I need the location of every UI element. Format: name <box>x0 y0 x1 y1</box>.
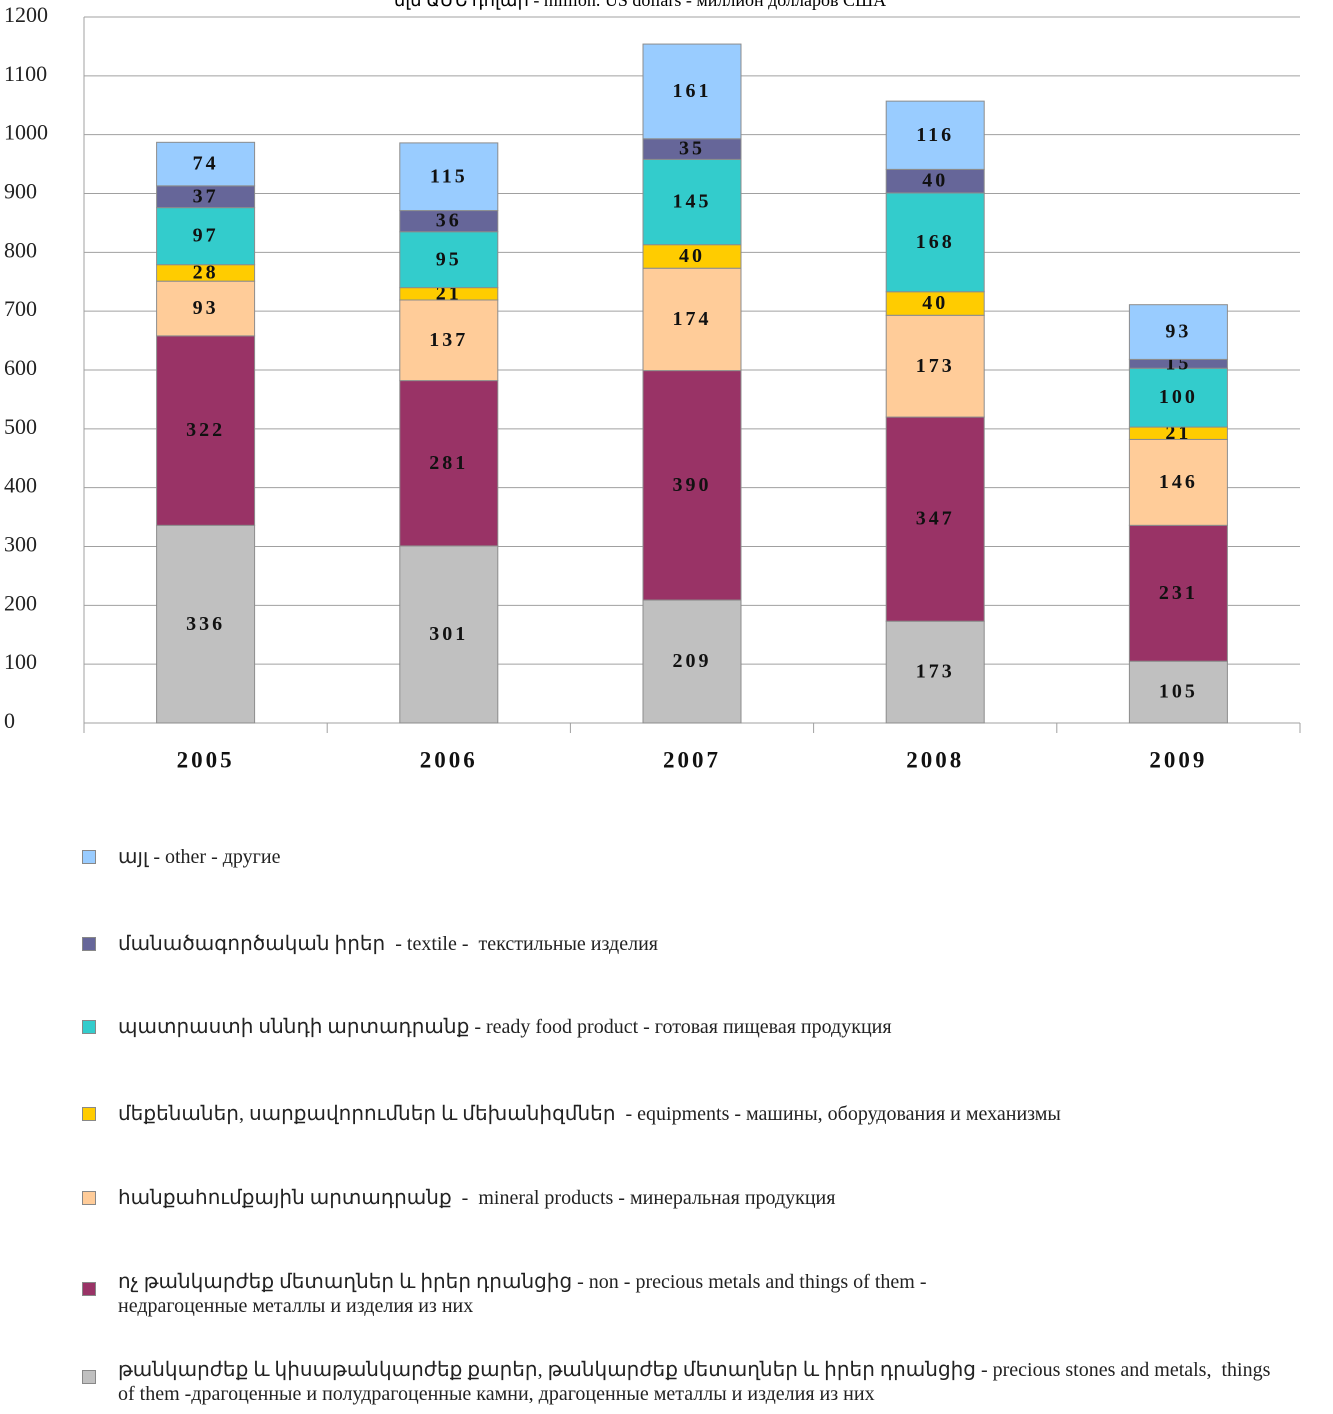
bar-segment <box>399 380 499 547</box>
value-label: 347 <box>916 508 955 530</box>
bar-segment <box>156 524 256 724</box>
legend-marker <box>82 1191 96 1205</box>
value-label: 390 <box>673 474 712 496</box>
legend-label: պատրաստի սննդի արտադրանք - ready food pr… <box>118 1016 892 1038</box>
x-tick-label: 2006 <box>420 747 478 772</box>
value-label: 173 <box>916 355 955 377</box>
value-label: 145 <box>673 191 712 213</box>
value-label: 93 <box>1165 321 1191 343</box>
bar-segment <box>642 267 742 372</box>
value-label: 161 <box>673 80 712 102</box>
y-tick-label: 800 <box>4 237 37 262</box>
y-tick-label: 900 <box>4 179 37 204</box>
bar-segment <box>156 141 256 187</box>
value-label: 146 <box>1159 471 1198 493</box>
legend-marker <box>82 937 96 951</box>
value-label: 281 <box>429 452 468 474</box>
value-label: 173 <box>916 661 955 683</box>
bar-segment <box>642 370 742 601</box>
value-label: 97 <box>193 225 219 247</box>
value-label: 28 <box>193 262 219 284</box>
bar-segment <box>1128 438 1228 526</box>
y-tick-label: 300 <box>4 532 37 557</box>
legend-marker <box>82 1370 96 1384</box>
legend-label: հանքահումքային արտադրանք - mineral produ… <box>118 1187 836 1209</box>
value-label: 40 <box>922 170 948 192</box>
y-tick-label: 500 <box>4 414 37 439</box>
value-label: 74 <box>193 153 219 175</box>
value-label: 95 <box>436 248 462 270</box>
y-tick-label: 0 <box>4 708 15 733</box>
legend-label: մեքենաներ, սարքավորումներ և մեխանիզմներ … <box>118 1103 1061 1125</box>
bar-segment <box>885 192 985 293</box>
value-label: 35 <box>679 138 705 160</box>
bar-segment <box>156 335 256 526</box>
value-label: 301 <box>429 623 468 645</box>
y-tick-label: 400 <box>4 473 37 498</box>
legend-label: այլ - other - другие <box>118 846 281 868</box>
legend-marker <box>82 1107 96 1121</box>
value-label: 231 <box>1159 582 1198 604</box>
bar-segment <box>642 43 742 140</box>
legend-marker <box>82 850 96 864</box>
bar-segment <box>885 620 985 724</box>
y-tick-label: 1000 <box>4 120 48 145</box>
value-label: 93 <box>193 297 219 319</box>
x-tick-label: 2007 <box>663 747 721 772</box>
value-label: 168 <box>916 231 955 253</box>
bar-segment <box>1128 304 1228 360</box>
x-tick-label: 2005 <box>177 747 235 772</box>
bar-segment <box>156 280 256 337</box>
bar-segment <box>885 314 985 418</box>
value-label: 209 <box>673 650 712 672</box>
value-label: 100 <box>1159 386 1198 408</box>
x-tick-label: 2008 <box>906 747 964 772</box>
value-label: 115 <box>430 165 468 187</box>
bar-segment <box>399 545 499 724</box>
legend-marker <box>82 1282 96 1296</box>
legend-label: թանկարժեք և կիսաթանկարժեք քարեր, թանկարժ… <box>118 1359 1271 1405</box>
bar-segment <box>399 231 499 289</box>
bar-segment <box>642 599 742 724</box>
chart: մլն ԱՄՆ դոլար - million. US dollars - ми… <box>4 0 1301 772</box>
value-label: 105 <box>1159 681 1198 703</box>
y-tick-label: 1200 <box>4 2 48 27</box>
value-label: 40 <box>922 292 948 314</box>
value-label: 37 <box>193 185 219 207</box>
value-label: 174 <box>673 308 712 330</box>
y-tick-label: 1100 <box>4 61 47 86</box>
value-label: 40 <box>679 245 705 267</box>
value-label: 137 <box>429 329 468 351</box>
y-tick-label: 600 <box>4 355 37 380</box>
value-label: 116 <box>916 124 954 146</box>
bar-segment <box>399 299 499 382</box>
value-label: 36 <box>436 210 462 232</box>
y-tick-label: 200 <box>4 590 37 615</box>
chart-title: մլն ԱՄՆ դոլար - million. US dollars - ми… <box>394 0 886 10</box>
legend-label: մանածագործական իրեր - textile - текстиль… <box>118 933 658 955</box>
value-label: 336 <box>186 613 225 635</box>
legend-label: ոչ թանկարժեք մետաղներ և իրեր դրանցից - n… <box>118 1271 927 1317</box>
bar-segment <box>885 416 985 622</box>
y-tick-label: 700 <box>4 296 37 321</box>
bar-segment <box>885 100 985 170</box>
x-tick-label: 2009 <box>1149 747 1207 772</box>
y-tick-label: 100 <box>4 649 37 674</box>
bar-segment <box>1128 367 1228 428</box>
legend-marker <box>82 1020 96 1034</box>
value-label: 322 <box>186 419 225 441</box>
bar-segment <box>399 142 499 212</box>
bar-segment <box>642 158 742 246</box>
bar-segment <box>156 207 256 266</box>
